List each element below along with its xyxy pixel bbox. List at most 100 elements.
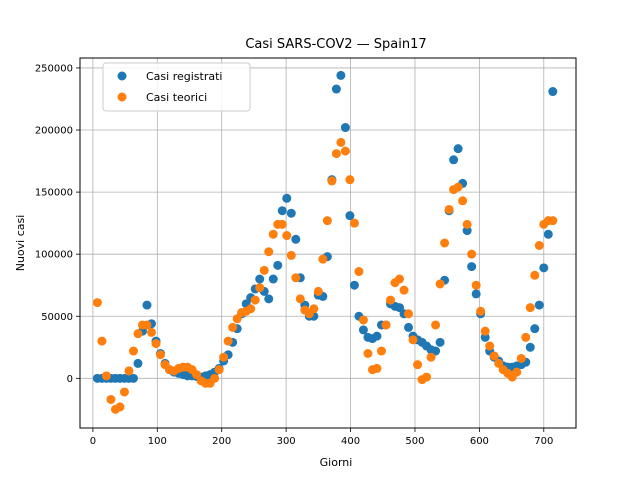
x-axis-label: Giorni	[320, 456, 353, 469]
data-point	[548, 216, 558, 226]
chart-title: Casi SARS-COV2 — Spain17	[245, 37, 426, 52]
data-point	[340, 146, 350, 156]
legend: Casi registrati Casi teorici	[102, 62, 251, 112]
data-point	[124, 366, 134, 376]
data-point	[512, 367, 522, 377]
x-tick-label: 200	[212, 436, 231, 447]
data-point	[336, 137, 346, 147]
data-point	[404, 322, 414, 332]
data-point	[435, 337, 445, 347]
data-point	[128, 346, 138, 356]
data-point	[151, 339, 161, 349]
data-point	[431, 346, 441, 356]
data-point	[453, 144, 463, 154]
data-point	[214, 365, 224, 375]
y-tick-label: 250000	[35, 63, 73, 74]
data-point	[462, 226, 472, 236]
data-point	[530, 324, 540, 334]
data-point	[246, 304, 256, 314]
data-point	[354, 267, 364, 277]
data-point	[106, 394, 116, 404]
y-tick-label: 50000	[41, 312, 73, 323]
data-point	[440, 238, 450, 248]
data-point	[530, 270, 540, 280]
data-point	[395, 274, 405, 284]
data-point	[543, 229, 553, 239]
data-point	[494, 358, 504, 368]
y-tick-label: 150000	[35, 188, 73, 199]
data-point	[318, 254, 328, 264]
x-tick-label: 300	[277, 436, 296, 447]
data-point	[268, 274, 278, 284]
data-point	[128, 373, 138, 383]
data-point	[449, 155, 459, 165]
data-point	[142, 320, 152, 330]
data-point	[539, 263, 549, 273]
data-point	[462, 219, 472, 229]
plot-frame	[79, 57, 577, 429]
legend-marker-casi-teorici	[117, 92, 127, 102]
x-tick-label: 100	[148, 436, 167, 447]
data-point	[232, 314, 242, 324]
data-point	[548, 87, 558, 97]
data-point	[255, 283, 265, 293]
data-point	[467, 262, 477, 272]
data-point	[453, 182, 463, 192]
data-point	[516, 353, 526, 363]
data-point	[282, 231, 292, 241]
data-point	[358, 315, 368, 325]
data-point	[291, 234, 301, 244]
data-point	[534, 240, 544, 250]
data-point	[228, 322, 238, 332]
y-axis-label: Nuovi casi	[14, 215, 27, 272]
data-point	[435, 279, 445, 289]
data-point	[467, 249, 477, 259]
data-point	[282, 193, 292, 203]
data-point	[534, 300, 544, 310]
data-point	[331, 149, 341, 159]
data-point	[422, 372, 432, 382]
data-point	[381, 320, 391, 330]
data-point	[480, 332, 490, 342]
data-point	[313, 286, 323, 296]
data-point	[92, 298, 102, 308]
data-point	[250, 295, 260, 305]
x-tick-label: 500	[405, 436, 424, 447]
data-point	[431, 320, 441, 330]
legend-box	[102, 62, 251, 112]
data-point	[376, 346, 386, 356]
data-point	[372, 363, 382, 373]
data-point	[273, 260, 283, 270]
data-point	[223, 336, 233, 346]
data-point	[219, 352, 229, 362]
data-point	[489, 351, 499, 361]
data-point	[277, 219, 287, 229]
data-point	[521, 332, 531, 342]
y-tick-label: 100000	[35, 250, 73, 261]
data-point	[277, 206, 287, 216]
data-point	[404, 309, 414, 319]
legend-label-casi-teorici: Casi teorici	[146, 91, 207, 104]
x-tick-label: 400	[341, 436, 360, 447]
series-1	[92, 137, 558, 414]
data-point	[426, 352, 436, 362]
data-point	[210, 373, 220, 383]
data-point	[101, 371, 111, 381]
data-point	[147, 327, 157, 337]
data-point	[286, 250, 296, 260]
data-point	[349, 218, 359, 228]
data-point	[399, 285, 409, 295]
data-point	[476, 306, 486, 316]
y-tick-label: 0	[67, 374, 73, 385]
data-point	[264, 247, 274, 257]
data-point	[268, 229, 278, 239]
data-point	[385, 295, 395, 305]
x-tick-label: 0	[90, 436, 96, 447]
data-point	[458, 196, 468, 206]
data-point	[525, 342, 535, 352]
data-point	[345, 175, 355, 185]
data-point	[264, 294, 274, 304]
data-point	[395, 303, 405, 313]
x-tick-label: 600	[470, 436, 489, 447]
